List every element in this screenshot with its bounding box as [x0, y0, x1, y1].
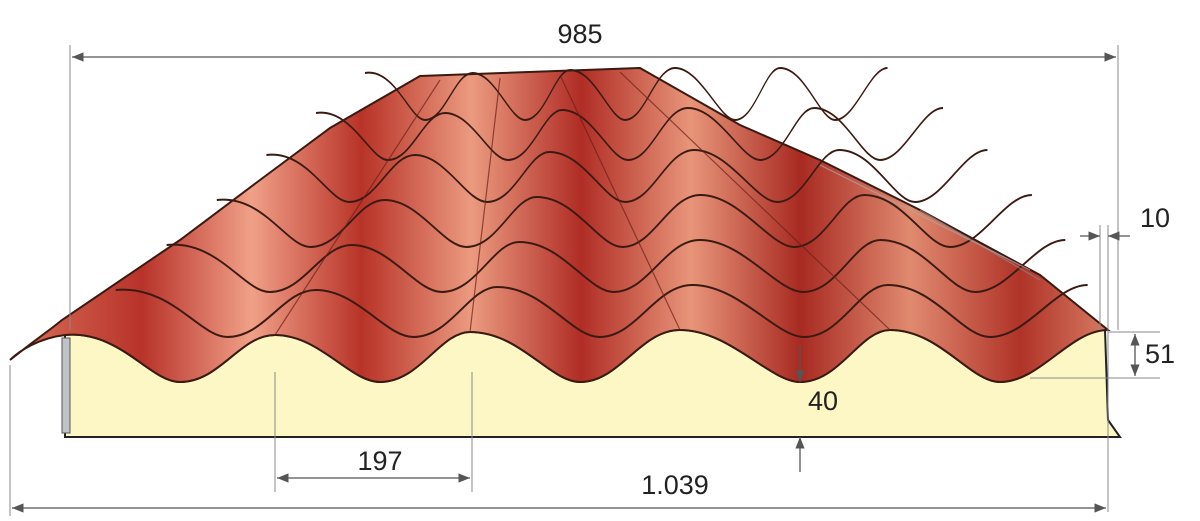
dimension-label: 51 — [1145, 339, 1175, 369]
dimension-lines — [9, 45, 1160, 516]
roof-surface — [9, 66, 1111, 384]
dimension-label: 1.039 — [641, 470, 709, 500]
dimension-label: 985 — [557, 19, 602, 49]
dimension-label: 10 — [1140, 203, 1170, 233]
tile-ridges — [274, 71, 1041, 336]
side-edge — [61, 337, 71, 434]
dimension-label: 40 — [808, 386, 838, 416]
dimension-label: 197 — [357, 446, 402, 476]
